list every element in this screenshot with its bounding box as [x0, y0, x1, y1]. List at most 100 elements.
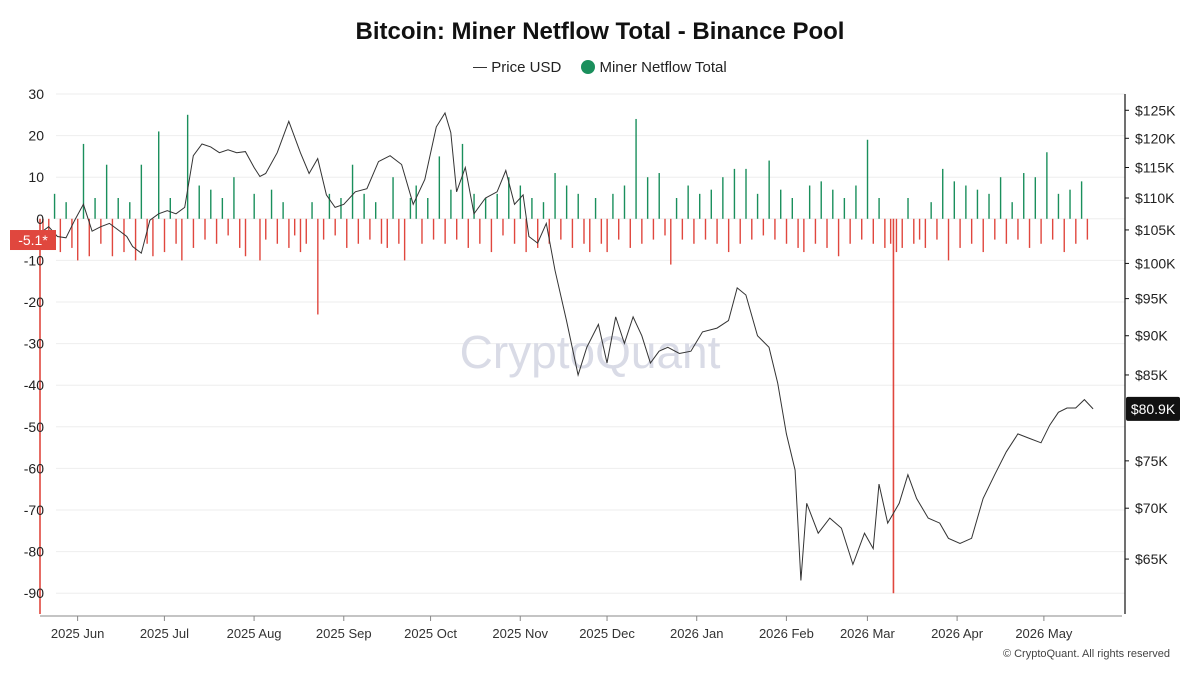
netflow-bar [259, 218, 261, 261]
netflow-bar [380, 218, 383, 244]
netflow-bar [374, 202, 377, 219]
x-tick-label: 2026 Feb [759, 626, 814, 641]
netflow-bar [675, 198, 678, 219]
netflow-bar [1017, 218, 1019, 240]
netflow-bar [820, 181, 822, 219]
netflow-bar [803, 218, 805, 253]
netflow-bar [192, 218, 195, 248]
netflow-bar [976, 189, 979, 219]
netflow-bar [664, 218, 666, 236]
netflow-bar [210, 189, 212, 219]
netflow-bar [455, 218, 458, 240]
x-tick-label: 2025 Oct [404, 626, 457, 641]
netflow-bar [186, 114, 189, 219]
netflow-bar [791, 198, 793, 219]
netflow-bar [924, 218, 927, 248]
y-left-tick-label: -50 [24, 419, 44, 435]
netflow-bar [652, 218, 655, 240]
legend: Price USD Miner Netflow Total [0, 58, 1200, 76]
netflow-bar [181, 218, 183, 261]
netflow-bar [710, 189, 712, 219]
y-right-tick-label: $85K [1135, 367, 1168, 383]
netflow-bar [745, 168, 747, 219]
netflow-bar [351, 164, 354, 219]
netflow-bar [204, 218, 206, 240]
x-tick-label: 2026 Mar [840, 626, 896, 641]
netflow-bar [577, 193, 579, 219]
netflow-bar [484, 198, 487, 219]
netflow-bar [537, 218, 539, 248]
netflow-bar [288, 218, 290, 248]
netflow-bar [606, 218, 608, 253]
netflow-bar [988, 193, 990, 219]
netflow-bar [502, 218, 504, 236]
netflow-bar [432, 218, 435, 240]
legend-item-netflow[interactable]: Miner Netflow Total [581, 59, 727, 76]
netflow-bar [716, 218, 718, 244]
netflow-bar [1005, 218, 1008, 244]
netflow-bar [704, 218, 707, 240]
y-right-tick-label: $115K [1135, 160, 1175, 176]
netflow-bar [1023, 173, 1025, 219]
netflow-bar [641, 218, 643, 244]
x-tick-label: 2026 May [1015, 626, 1073, 641]
legend-item-price[interactable]: Price USD [473, 59, 561, 76]
netflow-bar [1040, 218, 1042, 244]
netflow-bar [77, 218, 79, 261]
netflow-bar [427, 198, 429, 219]
netflow-bar [918, 218, 921, 240]
netflow-bar [959, 218, 961, 248]
netflow-bar [594, 198, 597, 219]
netflow-bar [409, 198, 412, 219]
netflow-bar [965, 185, 967, 219]
y-right-tick-label: $125K [1135, 102, 1176, 118]
netflow-bar [1075, 218, 1077, 244]
netflow-bar [71, 218, 73, 248]
netflow-bar [832, 189, 834, 219]
netflow-bar [357, 218, 360, 244]
netflow-bar [646, 177, 649, 219]
netflow-bar [282, 202, 284, 219]
netflow-bar [392, 177, 394, 219]
netflow-bar [513, 218, 516, 244]
netflow-bar [265, 218, 267, 240]
netflow-bar [1046, 152, 1048, 219]
current-netflow-badge [10, 230, 56, 251]
netflow-bar [936, 218, 938, 240]
y-left-tick-label: -60 [24, 460, 44, 476]
netflow-bar [65, 202, 67, 219]
netflow-bar [855, 185, 857, 219]
netflow-bar [1057, 193, 1060, 219]
y-left-tick-label: -90 [24, 585, 44, 601]
current-netflow-label: -5.1* [18, 232, 48, 248]
netflow-bar [438, 156, 441, 219]
netflow-bar [421, 218, 423, 244]
netflow-bar [123, 218, 125, 253]
netflow-bar [947, 218, 950, 261]
bars-layer [42, 114, 1089, 315]
y-right-tick-label: $75K [1135, 453, 1168, 469]
netflow-bar [53, 193, 56, 219]
netflow-bar [635, 118, 637, 219]
netflow-bar [999, 177, 1002, 219]
axis-layer [40, 94, 1126, 617]
netflow-bar [565, 185, 568, 219]
netflow-bar [369, 218, 371, 240]
netflow-bar [111, 218, 114, 257]
x-tick-label: 2025 Aug [227, 626, 282, 641]
netflow-bar [105, 164, 108, 219]
netflow-bar [756, 193, 759, 219]
watermark-text: CryptoQuant [460, 326, 721, 378]
netflow-bar [589, 218, 591, 253]
netflow-bar [814, 218, 817, 244]
netflow-bar [398, 218, 400, 244]
y-right-tick-label: $120K [1135, 130, 1176, 146]
netflow-bar [317, 218, 319, 315]
y-left-tick-label: -70 [24, 502, 44, 518]
netflow-bar [843, 198, 846, 219]
netflow-bar [785, 218, 788, 244]
netflow-bar [548, 218, 550, 244]
y-right-tick-label: $65K [1135, 551, 1168, 567]
legend-dot-swatch [581, 59, 596, 74]
